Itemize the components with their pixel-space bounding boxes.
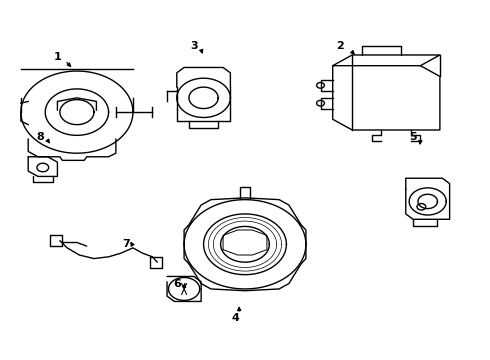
Text: 7: 7 xyxy=(122,239,129,249)
Text: 3: 3 xyxy=(190,41,197,51)
Text: 4: 4 xyxy=(231,312,239,323)
Text: 5: 5 xyxy=(409,132,417,142)
Text: 2: 2 xyxy=(336,41,344,51)
Text: 1: 1 xyxy=(53,52,61,62)
Text: 6: 6 xyxy=(173,279,181,289)
Text: 8: 8 xyxy=(36,132,44,142)
